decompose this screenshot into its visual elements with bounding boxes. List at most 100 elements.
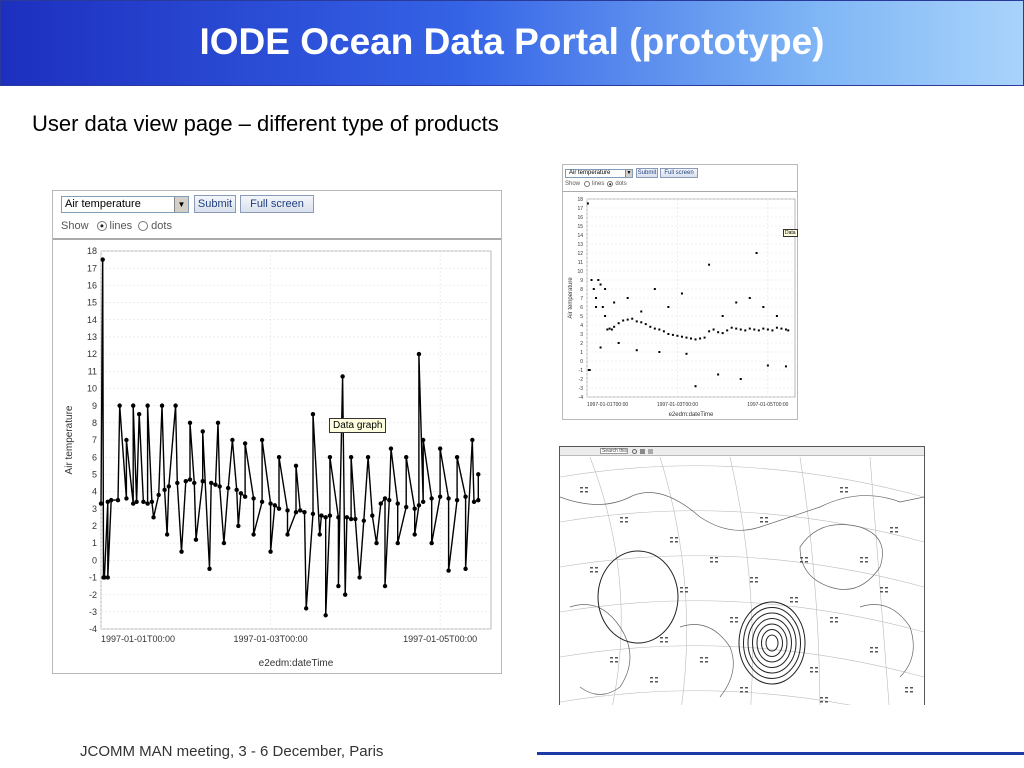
large-data-point — [412, 532, 417, 537]
small-y-tick-label: 8 — [580, 287, 583, 293]
temperature-dot-chart: -4-3-2-101234567891011121314151617181997… — [568, 197, 796, 418]
small-data-point — [775, 326, 778, 329]
small-show-label: Show — [565, 181, 581, 187]
small-submit-button[interactable]: Submit — [636, 168, 658, 178]
fullscreen-button[interactable]: Full screen — [240, 195, 314, 213]
small-data-point — [604, 288, 607, 290]
large-data-point — [209, 480, 214, 486]
large-y-tick-label: 10 — [87, 384, 97, 394]
large-series-line — [100, 259, 479, 616]
small-fullscreen-button[interactable]: Full screen — [660, 168, 698, 178]
chevron-down-icon: ▼ — [174, 196, 188, 212]
large-data-point — [463, 494, 468, 499]
map-background — [560, 457, 924, 705]
large-y-tick-label: 7 — [92, 435, 97, 445]
large-data-point — [193, 537, 199, 542]
small-y-tick-label: -1 — [579, 368, 584, 374]
large-data-point — [416, 503, 422, 508]
large-data-point — [446, 496, 451, 501]
small-data-point — [735, 301, 738, 304]
large-data-point — [141, 499, 146, 505]
large-data-point — [162, 487, 167, 493]
map-pan-icon[interactable] — [640, 448, 645, 454]
footer-line — [537, 752, 1024, 755]
large-data-point — [317, 532, 322, 537]
large-data-point — [251, 496, 256, 501]
small-parameter-select-value: Air temperature — [569, 170, 611, 176]
small-y-tick-label: 7 — [580, 296, 583, 302]
small-data-point — [780, 327, 783, 330]
large-y-tick-label: 3 — [92, 504, 97, 514]
small-lines-radio[interactable] — [584, 181, 591, 187]
parameter-select[interactable]: Air temperature ▼ — [61, 195, 189, 213]
small-parameter-select[interactable]: Air temperature ▼ — [565, 168, 633, 178]
map-search-box[interactable]: Search this — [600, 448, 628, 454]
submit-button[interactable]: Submit — [194, 195, 236, 213]
small-data-point — [601, 306, 604, 308]
small-data-point — [690, 337, 692, 340]
large-data-point — [131, 403, 136, 408]
small-data-point — [703, 336, 706, 339]
dots-radio[interactable] — [138, 221, 149, 231]
large-chart-panel: Air temperature ▼ Submit Full screen Sho… — [52, 190, 502, 674]
small-data-point — [640, 310, 643, 313]
small-data-point — [739, 328, 742, 331]
large-data-point — [164, 532, 170, 537]
large-y-tick-label: 8 — [92, 418, 97, 428]
large-data-point — [344, 515, 350, 520]
large-data-point — [149, 499, 155, 505]
small-data-point — [644, 323, 647, 326]
small-data-point — [653, 288, 656, 290]
large-data-point — [285, 508, 290, 513]
large-data-point — [463, 566, 468, 572]
small-data-point — [626, 318, 629, 321]
large-data-point — [310, 511, 316, 517]
small-data-point — [787, 329, 790, 332]
large-y-tick-label: 5 — [92, 470, 97, 480]
small-data-point — [717, 331, 720, 334]
slide-subtitle: User data view page – different type of … — [32, 111, 499, 136]
slide-footer: JCOMM MAN meeting, 3 - 6 December, Paris — [80, 743, 384, 760]
small-data-point — [658, 328, 661, 331]
large-data-point — [242, 441, 248, 446]
small-data-point — [766, 328, 769, 331]
small-data-point — [708, 330, 711, 333]
small-data-point — [762, 306, 765, 308]
small-y-tick-label: 9 — [580, 278, 583, 284]
large-data-point — [156, 492, 161, 498]
small-y-tick-label: -3 — [579, 386, 584, 392]
large-y-tick-label: 18 — [87, 246, 97, 256]
large-data-point — [98, 501, 104, 506]
large-data-point — [105, 575, 110, 580]
large-data-point — [429, 496, 434, 501]
small-data-point — [735, 327, 738, 330]
map-search-label: Search this — [602, 448, 628, 454]
small-data-point — [599, 283, 602, 286]
large-data-point — [236, 523, 241, 529]
lines-label: lines — [109, 220, 133, 232]
large-data-point — [429, 540, 434, 546]
large-data-point — [319, 513, 324, 518]
large-data-point — [303, 606, 309, 611]
large-data-point — [420, 437, 426, 443]
small-y-tick-label: 14 — [577, 233, 583, 239]
large-data-point — [476, 472, 481, 477]
large-data-point — [336, 583, 341, 589]
small-dots-radio[interactable] — [607, 181, 614, 187]
small-chevron-down-icon: ▼ — [625, 169, 632, 177]
small-data-point — [604, 315, 607, 317]
small-data-point — [635, 349, 638, 352]
map-print-icon[interactable] — [648, 448, 653, 454]
large-data-point — [145, 403, 150, 408]
small-data-point — [685, 336, 688, 339]
large-y-tick-label: 11 — [88, 366, 97, 376]
temperature-line-chart: -4-3-2-101234567891011121314151617181997… — [64, 246, 492, 669]
large-data-point — [420, 499, 426, 505]
map-zoom-icon[interactable] — [632, 448, 637, 454]
large-data-point — [388, 446, 394, 451]
large-data-point — [327, 513, 333, 518]
small-data-point — [597, 279, 600, 281]
lines-radio[interactable] — [96, 221, 107, 231]
large-data-point — [105, 499, 110, 505]
slide-title: IODE Ocean Data Portal (prototype) — [199, 21, 825, 62]
